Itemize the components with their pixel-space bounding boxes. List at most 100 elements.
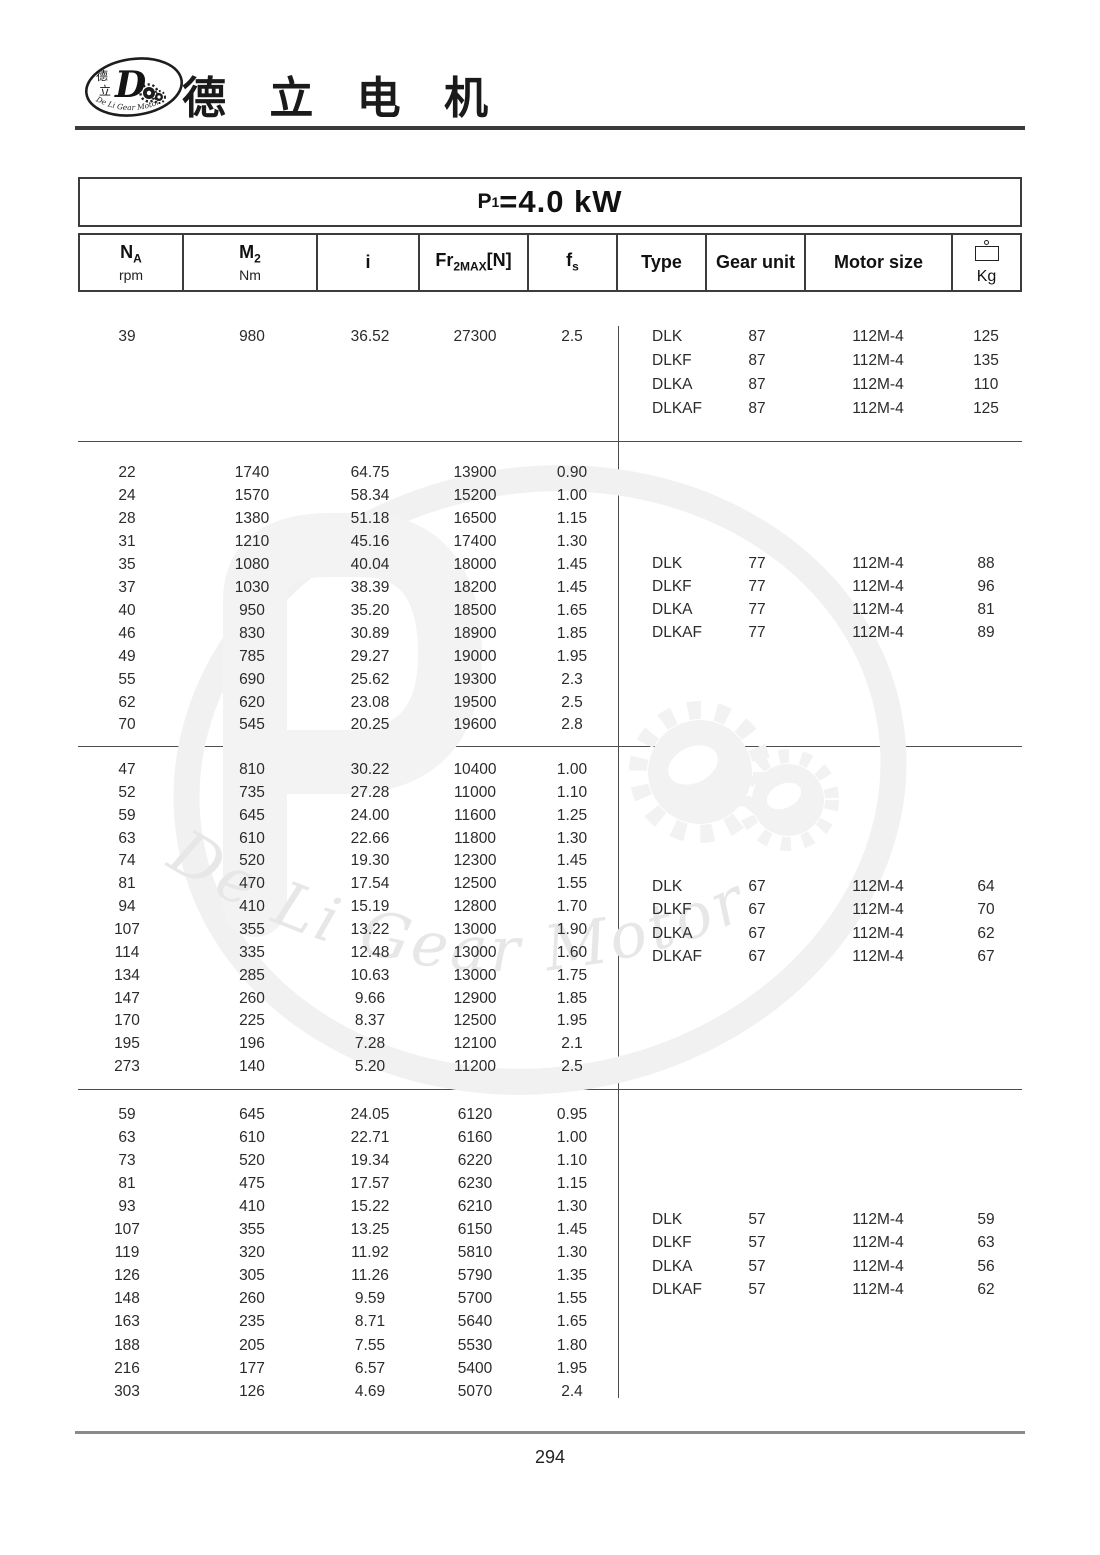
cell-value: 1740 [234, 464, 270, 481]
cell-value: 16500 [453, 509, 497, 527]
footer-rule [75, 1431, 1025, 1434]
cell-value: 107 [114, 920, 140, 938]
power-symbol: P [477, 190, 492, 213]
cell-motor-size: 112M-4 [852, 901, 904, 919]
column-header-fr2max: Fr2MAX[N] [420, 235, 529, 290]
cell-value: 11600 [454, 806, 496, 824]
cell-value: 1.25 [556, 806, 588, 824]
table-row: 22 1740 64.75 13900 0.90 [0, 464, 1100, 482]
cell-weight-kg: 88 [977, 555, 995, 572]
cell-motor-size: 112M-4 [852, 623, 904, 641]
cell-value: 30.22 [350, 761, 390, 778]
type-row: DLKF 67 112M-4 70 [0, 901, 1100, 919]
cell-value: 73 [118, 1152, 136, 1170]
cell-value: 170 [114, 1012, 140, 1030]
cell-value: 1.45 [556, 852, 588, 870]
table-row: 126 305 11.26 5790 1.35 [0, 1267, 1100, 1285]
cell-motor-size: 112M-4 [852, 1280, 904, 1298]
cell-value: 205 [239, 1336, 265, 1354]
cell-weight-kg: 70 [977, 901, 995, 919]
cell-gear-unit: 67 [748, 878, 766, 895]
cell-value: 11200 [454, 1058, 496, 1076]
cell-value: 126 [114, 1267, 140, 1285]
cell-value: 49 [118, 647, 136, 665]
cell-gear-unit: 57 [748, 1257, 766, 1275]
cell-gear-unit: 87 [748, 352, 766, 369]
cell-gear-unit: 67 [748, 947, 766, 965]
cell-value: 1.15 [556, 1175, 588, 1193]
table-row: 47 810 30.22 10400 1.00 [0, 761, 1100, 779]
cell-value: 6230 [457, 1175, 493, 1193]
cell-value: 94 [118, 898, 136, 916]
cell-value: 25.62 [350, 670, 390, 688]
column-header-na: NA rpm [80, 235, 184, 290]
cell-value: 2.5 [561, 693, 583, 711]
cell-weight-kg: 81 [977, 600, 995, 618]
cell-value: 1.65 [556, 1313, 588, 1331]
cell-value: 1.10 [556, 783, 588, 801]
cell-value: 19600 [453, 716, 497, 734]
cell-value: 2.1 [561, 1035, 583, 1053]
page-number: 294 [534, 1447, 566, 1467]
cell-value: 19.30 [350, 852, 390, 870]
cell-motor-size: 112M-4 [852, 1257, 904, 1275]
cell-value: 12100 [453, 1035, 497, 1053]
cell-value: 147 [114, 989, 140, 1007]
cell-value: 1.95 [556, 647, 588, 665]
cell-value: 8.71 [354, 1313, 386, 1331]
cell-value: 11.92 [351, 1244, 389, 1262]
cell-value: 2.5 [561, 328, 583, 345]
table-row: 39 980 36.52 27300 2.5 [0, 328, 1100, 346]
power-subscript: 1 [491, 194, 500, 210]
logo-gear-icon [139, 83, 166, 104]
cell-value: 24 [118, 486, 136, 504]
table-row: 63 610 22.71 6160 1.00 [0, 1129, 1100, 1147]
cell-motor-size: 112M-4 [852, 924, 904, 942]
cell-value: 273 [114, 1058, 140, 1076]
cell-value: 148 [114, 1290, 140, 1308]
column-header-gear-unit: Gear unit [707, 235, 806, 290]
cell-value: 10.63 [350, 966, 390, 984]
cell-weight-kg: 89 [977, 623, 995, 641]
cell-type-name: DLK [652, 1211, 683, 1228]
cell-value: 13.25 [350, 1221, 390, 1239]
cell-value: 5810 [457, 1244, 493, 1262]
type-row: DLK 87 112M-4 125 [0, 328, 1100, 346]
cell-value: 45.16 [350, 532, 390, 550]
table-row: 73 520 19.34 6220 1.10 [0, 1152, 1100, 1170]
table-row: 216 177 6.57 5400 1.95 [0, 1360, 1100, 1378]
cell-value: 1.30 [556, 1244, 588, 1262]
cell-value: 59 [118, 1106, 136, 1123]
cell-value: 107 [114, 1221, 140, 1239]
cell-gear-unit: 77 [748, 600, 766, 618]
cell-value: 93 [118, 1198, 136, 1216]
cell-type-name: DLKF [652, 352, 692, 369]
cell-value: 1.30 [556, 829, 588, 847]
cell-weight-kg: 63 [977, 1234, 995, 1252]
cell-weight-kg: 62 [977, 1280, 995, 1298]
cell-value: 2.3 [561, 670, 583, 688]
cell-value: 19300 [453, 670, 497, 688]
cell-value: 260 [239, 989, 265, 1007]
cell-value: 62 [118, 693, 136, 711]
cell-motor-size: 112M-4 [852, 600, 904, 618]
cell-value: 1380 [234, 509, 270, 527]
cell-value: 47 [118, 761, 136, 778]
cell-value: 9.66 [354, 989, 386, 1007]
cell-value: 1.00 [556, 486, 588, 504]
cell-value: 1.10 [556, 1152, 588, 1170]
cell-gear-unit: 57 [748, 1280, 766, 1298]
cell-value: 74 [118, 852, 136, 870]
type-row: DLKA 87 112M-4 110 [0, 376, 1100, 394]
cell-value: 134 [114, 966, 140, 984]
type-row: DLKAF 67 112M-4 67 [0, 948, 1100, 966]
cell-value: 7.28 [354, 1035, 386, 1053]
cell-value: 8.37 [354, 1012, 386, 1030]
cell-value: 2.5 [561, 1058, 583, 1076]
cell-gear-unit: 77 [748, 623, 766, 641]
type-row: DLKAF 87 112M-4 125 [0, 400, 1100, 418]
cell-value: 29.27 [350, 647, 390, 665]
cell-value: 24.00 [350, 806, 390, 824]
cell-value: 10400 [453, 761, 497, 778]
cell-value: 81 [118, 1175, 136, 1193]
